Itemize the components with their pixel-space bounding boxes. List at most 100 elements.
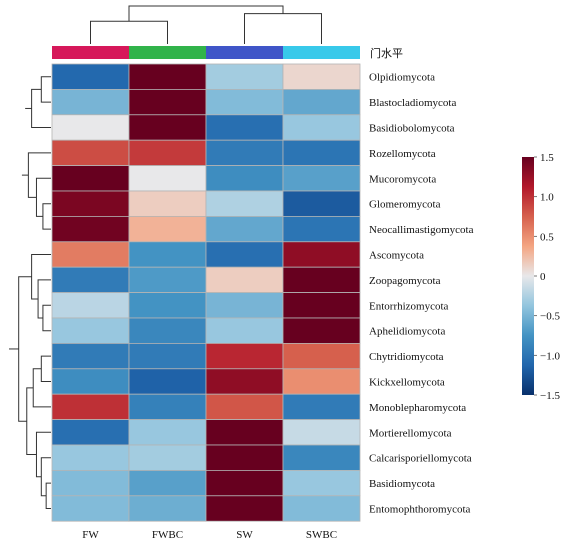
heatmap-cell [128,114,207,141]
heatmap-cell [51,444,130,471]
row-label: Monoblepharomycota [369,402,466,414]
row-label: Mucoromycota [369,173,436,185]
annotation-cell [52,46,129,59]
heatmap-cell [128,139,207,166]
row-dendrogram [9,76,51,509]
heatmap-cell [128,165,207,192]
heatmap-cell [51,266,130,294]
heatmap-cell [51,317,130,344]
heatmap-cell [205,114,284,141]
row-labels: Olpidiomycota Blastocladiomycota Basidiobo… [369,72,474,516]
heatmap-cell [205,368,284,395]
dendrogram-branch [31,254,51,300]
dendrogram-branch [35,431,51,478]
legend-tick-label: −0.5 [540,311,560,323]
row-label: Calcarisporiellomycota [369,453,472,465]
heatmap-cell [51,215,130,243]
heatmap-cell [128,469,207,497]
heatmap-cell [282,266,361,294]
row-label: Zoopagomycota [369,275,441,287]
annotation-cell [129,46,206,59]
column-label: SWBC [306,529,337,541]
heatmap-cell [128,215,207,243]
heatmap-cell [282,469,361,497]
dendrogram-branch [128,5,284,22]
heatmap-cell [128,342,207,370]
column-label: FW [82,529,99,541]
heatmap-cell [51,165,130,192]
dendrogram-branch [90,20,168,44]
heatmap-cell [205,292,284,319]
legend-tick-label: 1.0 [540,192,554,204]
legend-tick-label: −1.0 [540,350,560,362]
dendrogram-branch [32,368,51,408]
heatmap-cell [128,63,207,90]
heatmap-cell [282,393,361,421]
heatmap-cell [205,444,284,471]
heatmap-cell [51,114,130,141]
dendrogram-branch [45,482,51,509]
legend-tick-label: 0.5 [540,231,554,243]
heatmap-cell [51,190,130,217]
column-label: FWBC [152,529,183,541]
dendrogram-branch [26,387,37,456]
dendrogram-branch [40,457,51,497]
column-annotation-bar [52,46,360,59]
heatmap-cell [282,292,361,319]
dendrogram-branch [40,355,51,382]
row-label: Mortierellomycota [369,427,452,439]
annotation-title: 门水平 [370,46,403,60]
heatmap-cell [51,63,130,90]
heatmap-cell [282,419,361,446]
heatmap-cell [205,419,284,446]
legend-tick-label: 1.5 [540,152,554,164]
heatmap-cell [128,393,207,421]
heatmap-cell [205,89,284,116]
heatmap-cell [205,342,284,370]
heatmap-cell [51,495,130,522]
heatmap-cell [205,495,284,522]
row-label: Rozellomycota [369,148,436,160]
annotation-cell [206,46,283,59]
heatmap-cell [128,89,207,116]
heatmap-cell [128,419,207,446]
heatmap-cell [282,215,361,243]
dendrogram-branch [42,203,51,230]
dendrogram-branch [37,279,51,319]
row-label: Neocallimastigomycota [369,224,474,236]
heatmap-cell [282,114,361,141]
annotation-cell [283,46,360,59]
heatmap-cell [51,393,130,421]
legend-tick-label: −1.5 [540,390,560,402]
heatmap-cell [282,190,361,217]
heatmap-cell [282,444,361,471]
heatmap-cell [128,495,207,522]
legend-gradient-bar [522,157,534,395]
dendrogram-branch [42,304,51,332]
heatmap-cell [282,63,361,90]
dendrogram-branch [27,152,51,198]
heatmap-cell [282,241,361,268]
heatmap-cell [282,165,361,192]
dendrogram-branch [18,276,32,422]
dendrogram-branch [35,177,51,217]
column-labels: FW FWBC SW SWBC [82,529,337,541]
heatmap-cell [205,165,284,192]
heatmap-cell [205,63,284,90]
heatmap-cell [128,317,207,344]
heatmap-cell [205,241,284,268]
row-label: Chytridiomycota [369,351,444,363]
heatmap-cell [128,444,207,471]
heatmap-cells [51,63,361,522]
heatmap-cell [51,241,130,268]
row-label: Basidiobolomycota [369,123,455,135]
row-label: Basidiomycota [369,478,435,490]
heatmap-cell [51,292,130,319]
row-label: Olpidiomycota [369,72,435,84]
heatmap-cell [282,139,361,166]
heatmap-cell [205,266,284,294]
heatmap-cell [51,89,130,116]
heatmap-cell [51,469,130,497]
heatmap-cell [128,368,207,395]
